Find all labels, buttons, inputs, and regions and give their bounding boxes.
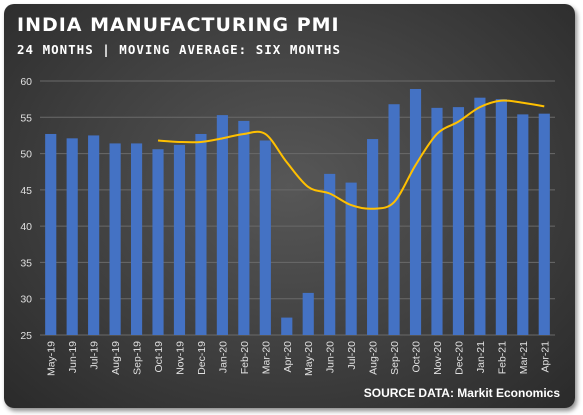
x-tick-label: Mar-21: [518, 341, 530, 374]
x-tick-label: Aug-20: [368, 341, 380, 375]
bar: [495, 99, 507, 336]
x-tick-label: Oct-19: [153, 341, 165, 373]
bar: [66, 138, 78, 335]
x-tick-label: Dec-19: [196, 341, 208, 375]
bar: [367, 139, 379, 335]
bar: [173, 144, 186, 335]
chart-title: INDIA MANUFACTURING PMI: [17, 14, 340, 36]
bar: [281, 317, 293, 335]
bar: [109, 143, 121, 335]
x-tick-label: Jul-19: [89, 341, 101, 370]
bar: [474, 97, 486, 335]
bar: [409, 88, 422, 336]
bar: [452, 107, 465, 335]
y-tick-label: 55: [20, 112, 32, 124]
x-tick-label: Nov-19: [174, 341, 186, 375]
bar: [259, 140, 271, 335]
y-tick-label: 60: [20, 76, 32, 88]
moving-average-line: [157, 99, 545, 210]
x-tick-label: Oct-20: [411, 341, 423, 373]
x-tick-label: Jul-20: [346, 341, 358, 370]
x-tick-label: May-20: [303, 341, 315, 376]
bar: [130, 143, 143, 335]
y-tick-label: 45: [20, 185, 32, 197]
bar: [517, 114, 529, 335]
y-tick-label: 50: [20, 149, 32, 161]
bar: [216, 115, 228, 335]
chart-subtitle: 24 MONTHS | MOVING AVERAGE: SIX MONTHS: [17, 42, 341, 57]
bar: [538, 113, 550, 336]
x-tick-label: Sep-19: [132, 341, 144, 375]
bar: [324, 173, 336, 335]
source-note: SOURCE DATA: Markit Economics: [363, 386, 560, 400]
y-tick-label: 35: [20, 257, 32, 269]
bar: [431, 107, 443, 335]
chart-card: INDIA MANUFACTURING PMI 24 MONTHS | MOVI…: [4, 4, 575, 408]
bar: [88, 135, 100, 335]
bar: [345, 182, 357, 335]
x-tick-label: Feb-21: [496, 341, 508, 374]
x-tick-label: Aug-19: [110, 341, 122, 375]
x-tick-label: Apr-21: [539, 341, 551, 373]
x-tick-label: Nov-20: [432, 341, 444, 375]
bar: [302, 292, 314, 335]
x-tick-label: Jun-19: [67, 341, 79, 373]
x-tick-label: Apr-20: [282, 341, 294, 373]
x-tick-label: May-19: [46, 341, 58, 376]
x-tick-label: Dec-20: [453, 341, 465, 375]
bar: [152, 149, 164, 335]
bar: [388, 104, 400, 335]
y-tick-label: 40: [20, 221, 32, 233]
x-tick-label: Sep-20: [389, 341, 401, 375]
bar: [45, 133, 57, 335]
bar: [238, 120, 250, 336]
y-tick-label: 30: [20, 294, 32, 306]
x-tick-label: Jan-21: [475, 341, 487, 373]
x-tick-label: Feb-20: [239, 341, 251, 374]
x-tick-label: Jan-20: [217, 341, 229, 373]
x-tick-label: Jun-20: [325, 341, 337, 373]
bar: [195, 133, 207, 335]
chart-plot: 25 30 35 40 45 50 55 60 May-19 Jun-19 Jul-19 Aug-19…: [20, 76, 555, 376]
y-tick-label: 25: [20, 330, 32, 342]
x-tick-label: Mar-20: [260, 341, 272, 374]
